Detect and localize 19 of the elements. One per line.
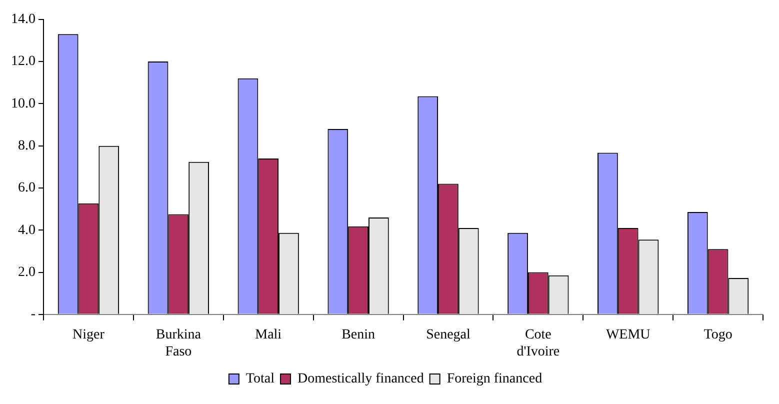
y-tick-label: 10.0 bbox=[11, 96, 36, 112]
x-tick-label: Mali bbox=[255, 327, 282, 342]
y-tick-label: 14.0 bbox=[11, 12, 36, 28]
x-tick-label: Niger bbox=[72, 327, 105, 342]
y-tick-label: 6.0 bbox=[18, 180, 36, 196]
legend-label: Foreign financed bbox=[446, 372, 542, 387]
y-tick-label: 4.0 bbox=[18, 222, 36, 238]
x-tick-label: Burkina Faso bbox=[156, 327, 202, 360]
y-tick-label: 2.0 bbox=[18, 264, 36, 280]
y-tick-label: 12.0 bbox=[11, 54, 36, 70]
x-tick-label: WEMU bbox=[606, 327, 650, 342]
x-tick-label: Senegal bbox=[426, 327, 470, 342]
legend-label: Total bbox=[246, 372, 275, 387]
x-tick-label: Cote d'Ivoire bbox=[516, 327, 560, 360]
x-tick-label: Benin bbox=[342, 327, 376, 342]
y-tick-label: - bbox=[30, 307, 36, 322]
y-tick-label: 8.0 bbox=[18, 138, 36, 154]
x-tick-label: Togo bbox=[704, 327, 732, 342]
legend-label: Domestically financed bbox=[297, 372, 424, 387]
